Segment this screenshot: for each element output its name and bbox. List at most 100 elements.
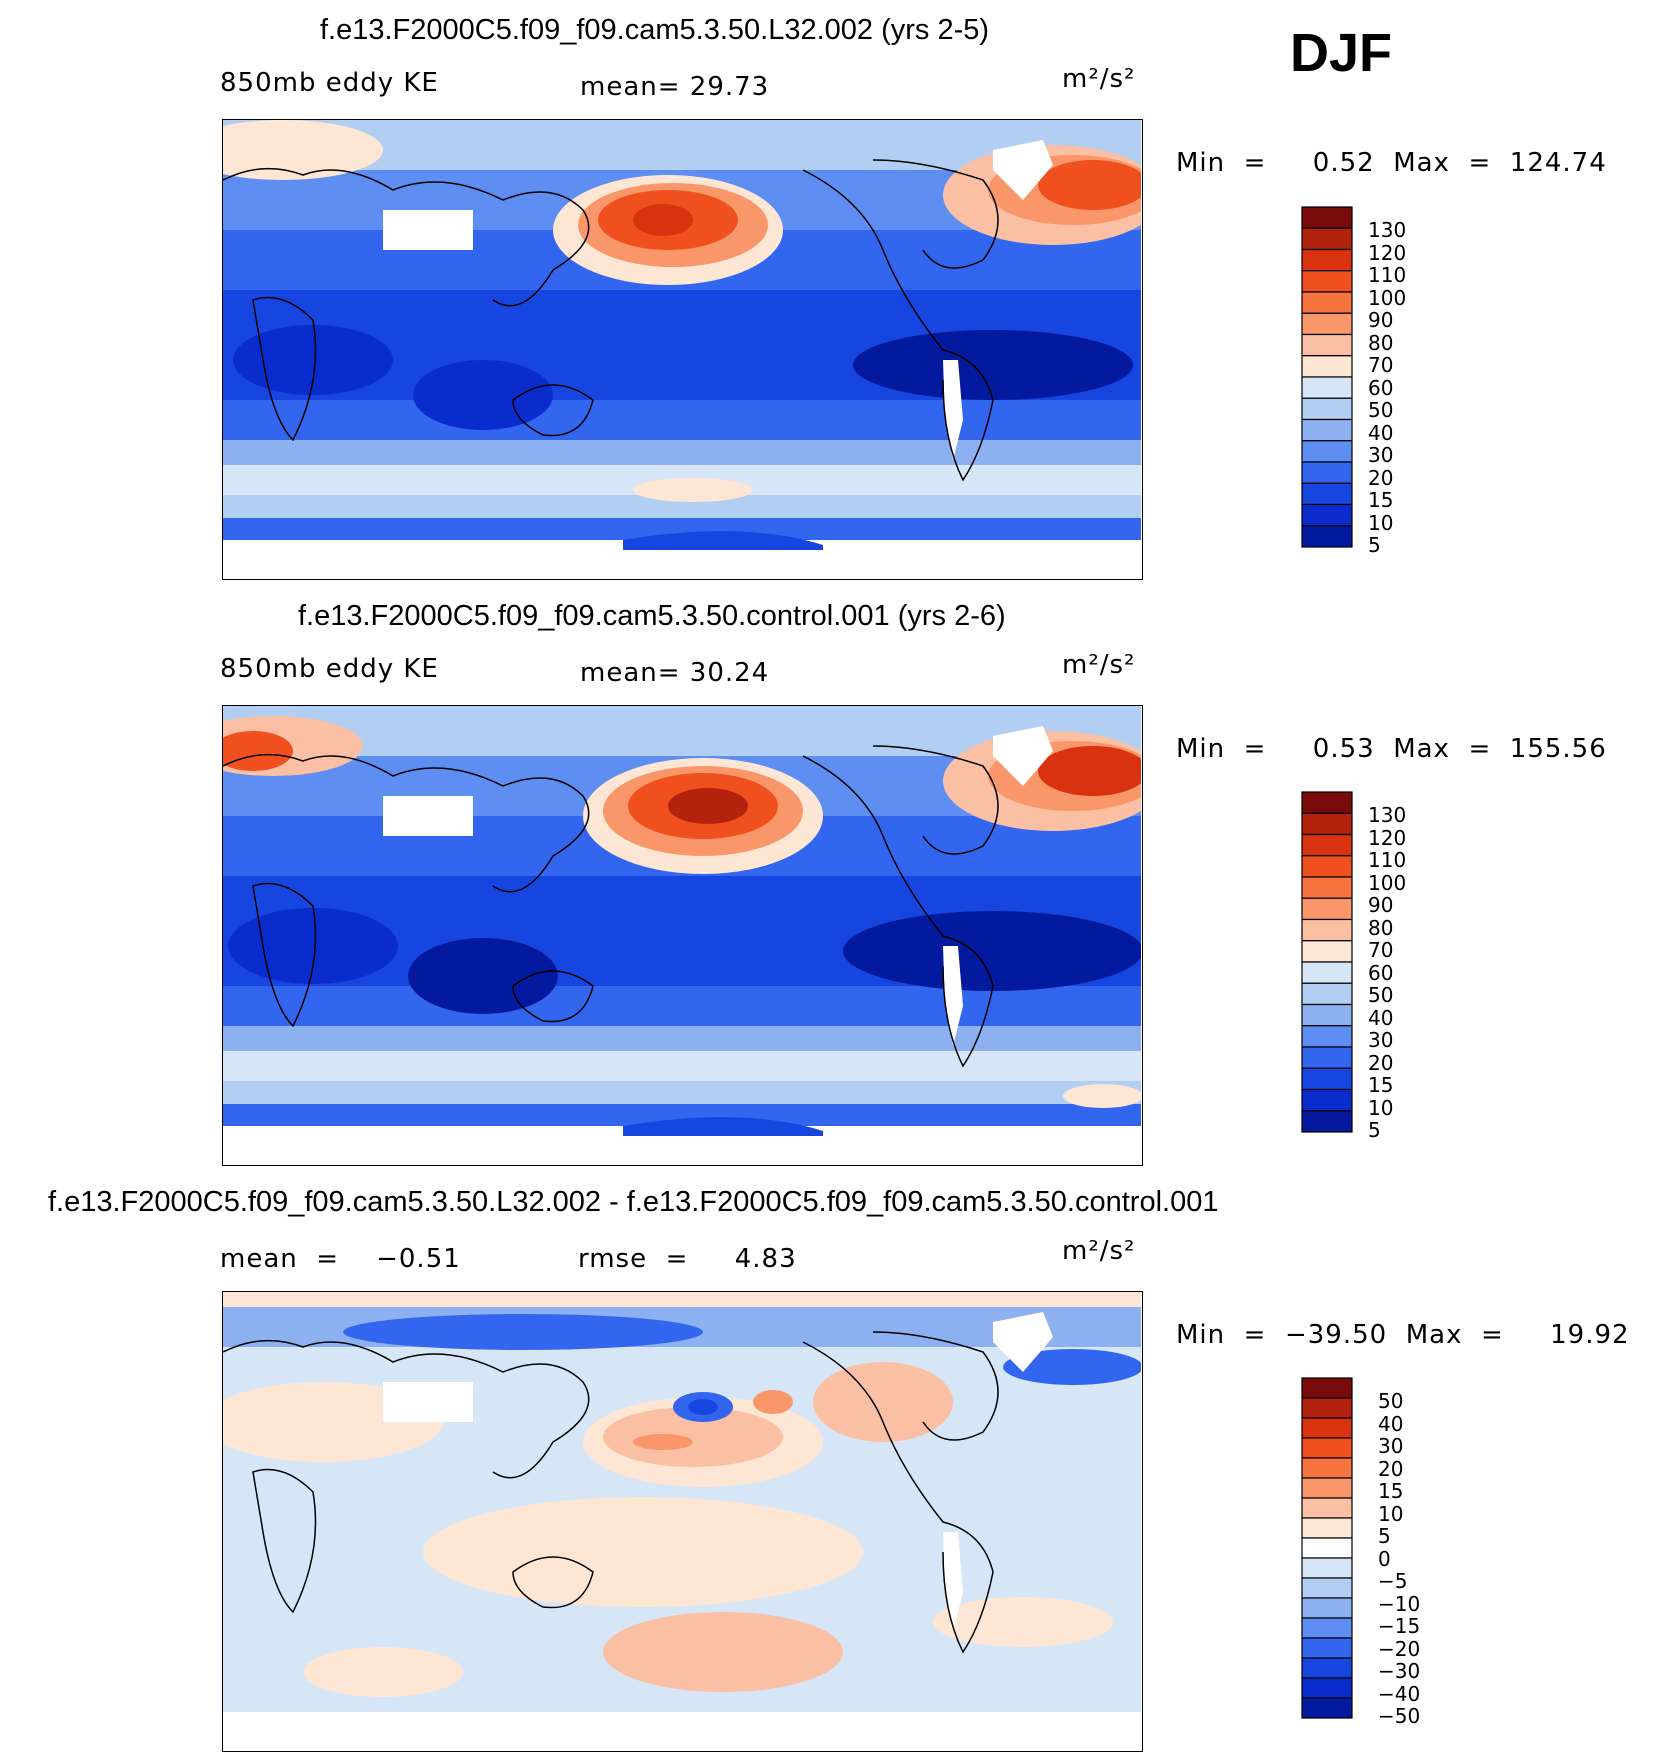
colorbar-segment bbox=[1301, 440, 1353, 463]
colorbar-segment bbox=[1301, 1457, 1353, 1479]
colorbar-segment bbox=[1301, 1677, 1353, 1699]
colorbar-segment bbox=[1301, 1637, 1353, 1659]
panel-3-tick: −40 bbox=[1378, 1681, 1421, 1706]
panel-2-minmax: Min = 0.53 Max = 155.56 bbox=[1176, 734, 1607, 764]
panel-2-tick: 130 bbox=[1368, 803, 1407, 827]
colorbar-segment bbox=[1301, 1377, 1353, 1399]
panel-2-colorbar-ticks: 130 120 110 100 90 80 70 60 50 40 30 20 … bbox=[1368, 803, 1407, 1142]
panel-1-tick: 90 bbox=[1368, 308, 1394, 332]
panel-2-units: m²/s² bbox=[1062, 650, 1136, 680]
colorbar-segment bbox=[1301, 982, 1353, 1006]
panel-1-colorbar bbox=[1301, 206, 1353, 548]
panel-2-tick: 5 bbox=[1368, 1118, 1381, 1142]
colorbar-segment bbox=[1301, 525, 1353, 548]
panel-3-rmse-label: rmse = 4.83 bbox=[578, 1244, 797, 1274]
panel-1-tick: 20 bbox=[1368, 465, 1394, 490]
colorbar-segment bbox=[1301, 1617, 1353, 1639]
colorbar-segment bbox=[1301, 855, 1353, 878]
panel-1-tick: 40 bbox=[1368, 420, 1394, 445]
colorbar-segment bbox=[1301, 333, 1353, 357]
colorbar-segment bbox=[1301, 376, 1353, 399]
colorbar-segment bbox=[1301, 291, 1353, 314]
colorbar-segment bbox=[1301, 1437, 1353, 1459]
colorbar-segment bbox=[1301, 876, 1353, 899]
panel-2-map bbox=[222, 705, 1143, 1166]
colorbar-segment bbox=[1301, 1497, 1353, 1519]
panel-3-colorbar-ticks: 50 40 30 20 15 10 5 0 −5 −10 −15 −20 −30… bbox=[1378, 1389, 1421, 1728]
colorbar-segment bbox=[1301, 940, 1353, 963]
colorbar-segment bbox=[1301, 206, 1353, 229]
panel-2-tick: 120 bbox=[1368, 825, 1407, 850]
season-label: DJF bbox=[1290, 23, 1393, 83]
colorbar-segment bbox=[1301, 1110, 1353, 1133]
colorbar-segment bbox=[1301, 1397, 1353, 1419]
panel-3-title: f.e13.F2000C5.f09_f09.cam5.3.50.L32.002 … bbox=[48, 1186, 1219, 1218]
colorbar-segment bbox=[1301, 1517, 1353, 1539]
panel-1-tick: 100 bbox=[1368, 285, 1407, 310]
panel-3-tick: 0 bbox=[1378, 1546, 1391, 1571]
panel-2-tick: 100 bbox=[1368, 870, 1407, 895]
colorbar-segment bbox=[1301, 897, 1353, 921]
panel-1-title: f.e13.F2000C5.f09_f09.cam5.3.50.L32.002 … bbox=[320, 14, 990, 46]
panel-2-tick: 80 bbox=[1368, 915, 1394, 940]
colorbar-segment bbox=[1301, 961, 1353, 984]
panel-3-tick: 30 bbox=[1378, 1434, 1404, 1458]
colorbar-segment bbox=[1301, 312, 1353, 336]
panel-2-tick: 40 bbox=[1368, 1005, 1394, 1030]
panel-3-tick: −20 bbox=[1378, 1636, 1421, 1661]
panel-3-tick: −50 bbox=[1378, 1704, 1421, 1728]
panel-2-tick: 50 bbox=[1368, 983, 1394, 1007]
panel-3-tick: 15 bbox=[1378, 1479, 1404, 1503]
panel-1-tick: 50 bbox=[1368, 398, 1394, 422]
panel-1-tick: 30 bbox=[1368, 443, 1394, 467]
panel-3-tick: 50 bbox=[1378, 1389, 1404, 1413]
colorbar-segment bbox=[1301, 270, 1353, 293]
colorbar-segment bbox=[1301, 1697, 1353, 1719]
colorbar-segment bbox=[1301, 791, 1353, 814]
panel-2-colorbar bbox=[1301, 791, 1353, 1133]
colorbar-segment bbox=[1301, 812, 1353, 836]
panel-1-colorbar-ticks: 130 120 110 100 90 80 70 60 50 40 30 20 … bbox=[1368, 218, 1407, 557]
panel-3-tick: 40 bbox=[1378, 1411, 1404, 1436]
colorbar-segment bbox=[1301, 1417, 1353, 1439]
colorbar-segment bbox=[1301, 1657, 1353, 1679]
panel-3-tick: 10 bbox=[1378, 1501, 1404, 1526]
panel-2-tick: 90 bbox=[1368, 893, 1394, 917]
panel-3-units: m²/s² bbox=[1062, 1236, 1136, 1266]
panel-1-tick: 130 bbox=[1368, 218, 1407, 242]
panel-1-minmax: Min = 0.52 Max = 124.74 bbox=[1176, 148, 1607, 178]
colorbar-segment bbox=[1301, 1025, 1353, 1048]
panel-2-tick: 70 bbox=[1368, 938, 1394, 962]
panel-1-field-label: 850mb eddy KE bbox=[220, 68, 439, 98]
panel-3-mean-label: mean = −0.51 bbox=[220, 1244, 461, 1274]
colorbar-segment bbox=[1301, 833, 1353, 857]
panel-3-minmax: Min = −39.50 Max = 19.92 bbox=[1176, 1320, 1630, 1350]
panel-3-tick: −10 bbox=[1378, 1591, 1421, 1616]
colorbar-segment bbox=[1301, 1477, 1353, 1499]
colorbar-segment bbox=[1301, 397, 1353, 421]
panel-1-tick: 120 bbox=[1368, 240, 1407, 265]
colorbar-segment bbox=[1301, 1067, 1353, 1091]
panel-2-tick: 60 bbox=[1368, 960, 1394, 985]
panel-3-tick: 20 bbox=[1378, 1456, 1404, 1481]
panel-2-tick: 15 bbox=[1368, 1073, 1394, 1097]
panel-1-tick: 70 bbox=[1368, 353, 1394, 377]
panel-2-mean-label: mean= 30.24 bbox=[580, 658, 770, 688]
colorbar-segment bbox=[1301, 1557, 1353, 1579]
panel-2-tick: 20 bbox=[1368, 1050, 1394, 1075]
colorbar-segment bbox=[1301, 503, 1353, 527]
panel-1-tick: 110 bbox=[1368, 263, 1407, 287]
panel-3-tick: −5 bbox=[1378, 1569, 1408, 1593]
colorbar-segment bbox=[1301, 1088, 1353, 1112]
colorbar-segment bbox=[1301, 461, 1353, 484]
colorbar-segment bbox=[1301, 1537, 1353, 1559]
colorbar-segment bbox=[1301, 248, 1353, 272]
panel-1-tick: 5 bbox=[1368, 533, 1381, 557]
panel-1-map bbox=[222, 119, 1143, 580]
panel-3-tick: −15 bbox=[1378, 1614, 1421, 1638]
colorbar-segment bbox=[1301, 918, 1353, 942]
panel-2-field-label: 850mb eddy KE bbox=[220, 654, 439, 684]
panel-1-tick: 80 bbox=[1368, 330, 1394, 355]
panel-1-tick: 15 bbox=[1368, 488, 1394, 512]
colorbar-segment bbox=[1301, 227, 1353, 251]
